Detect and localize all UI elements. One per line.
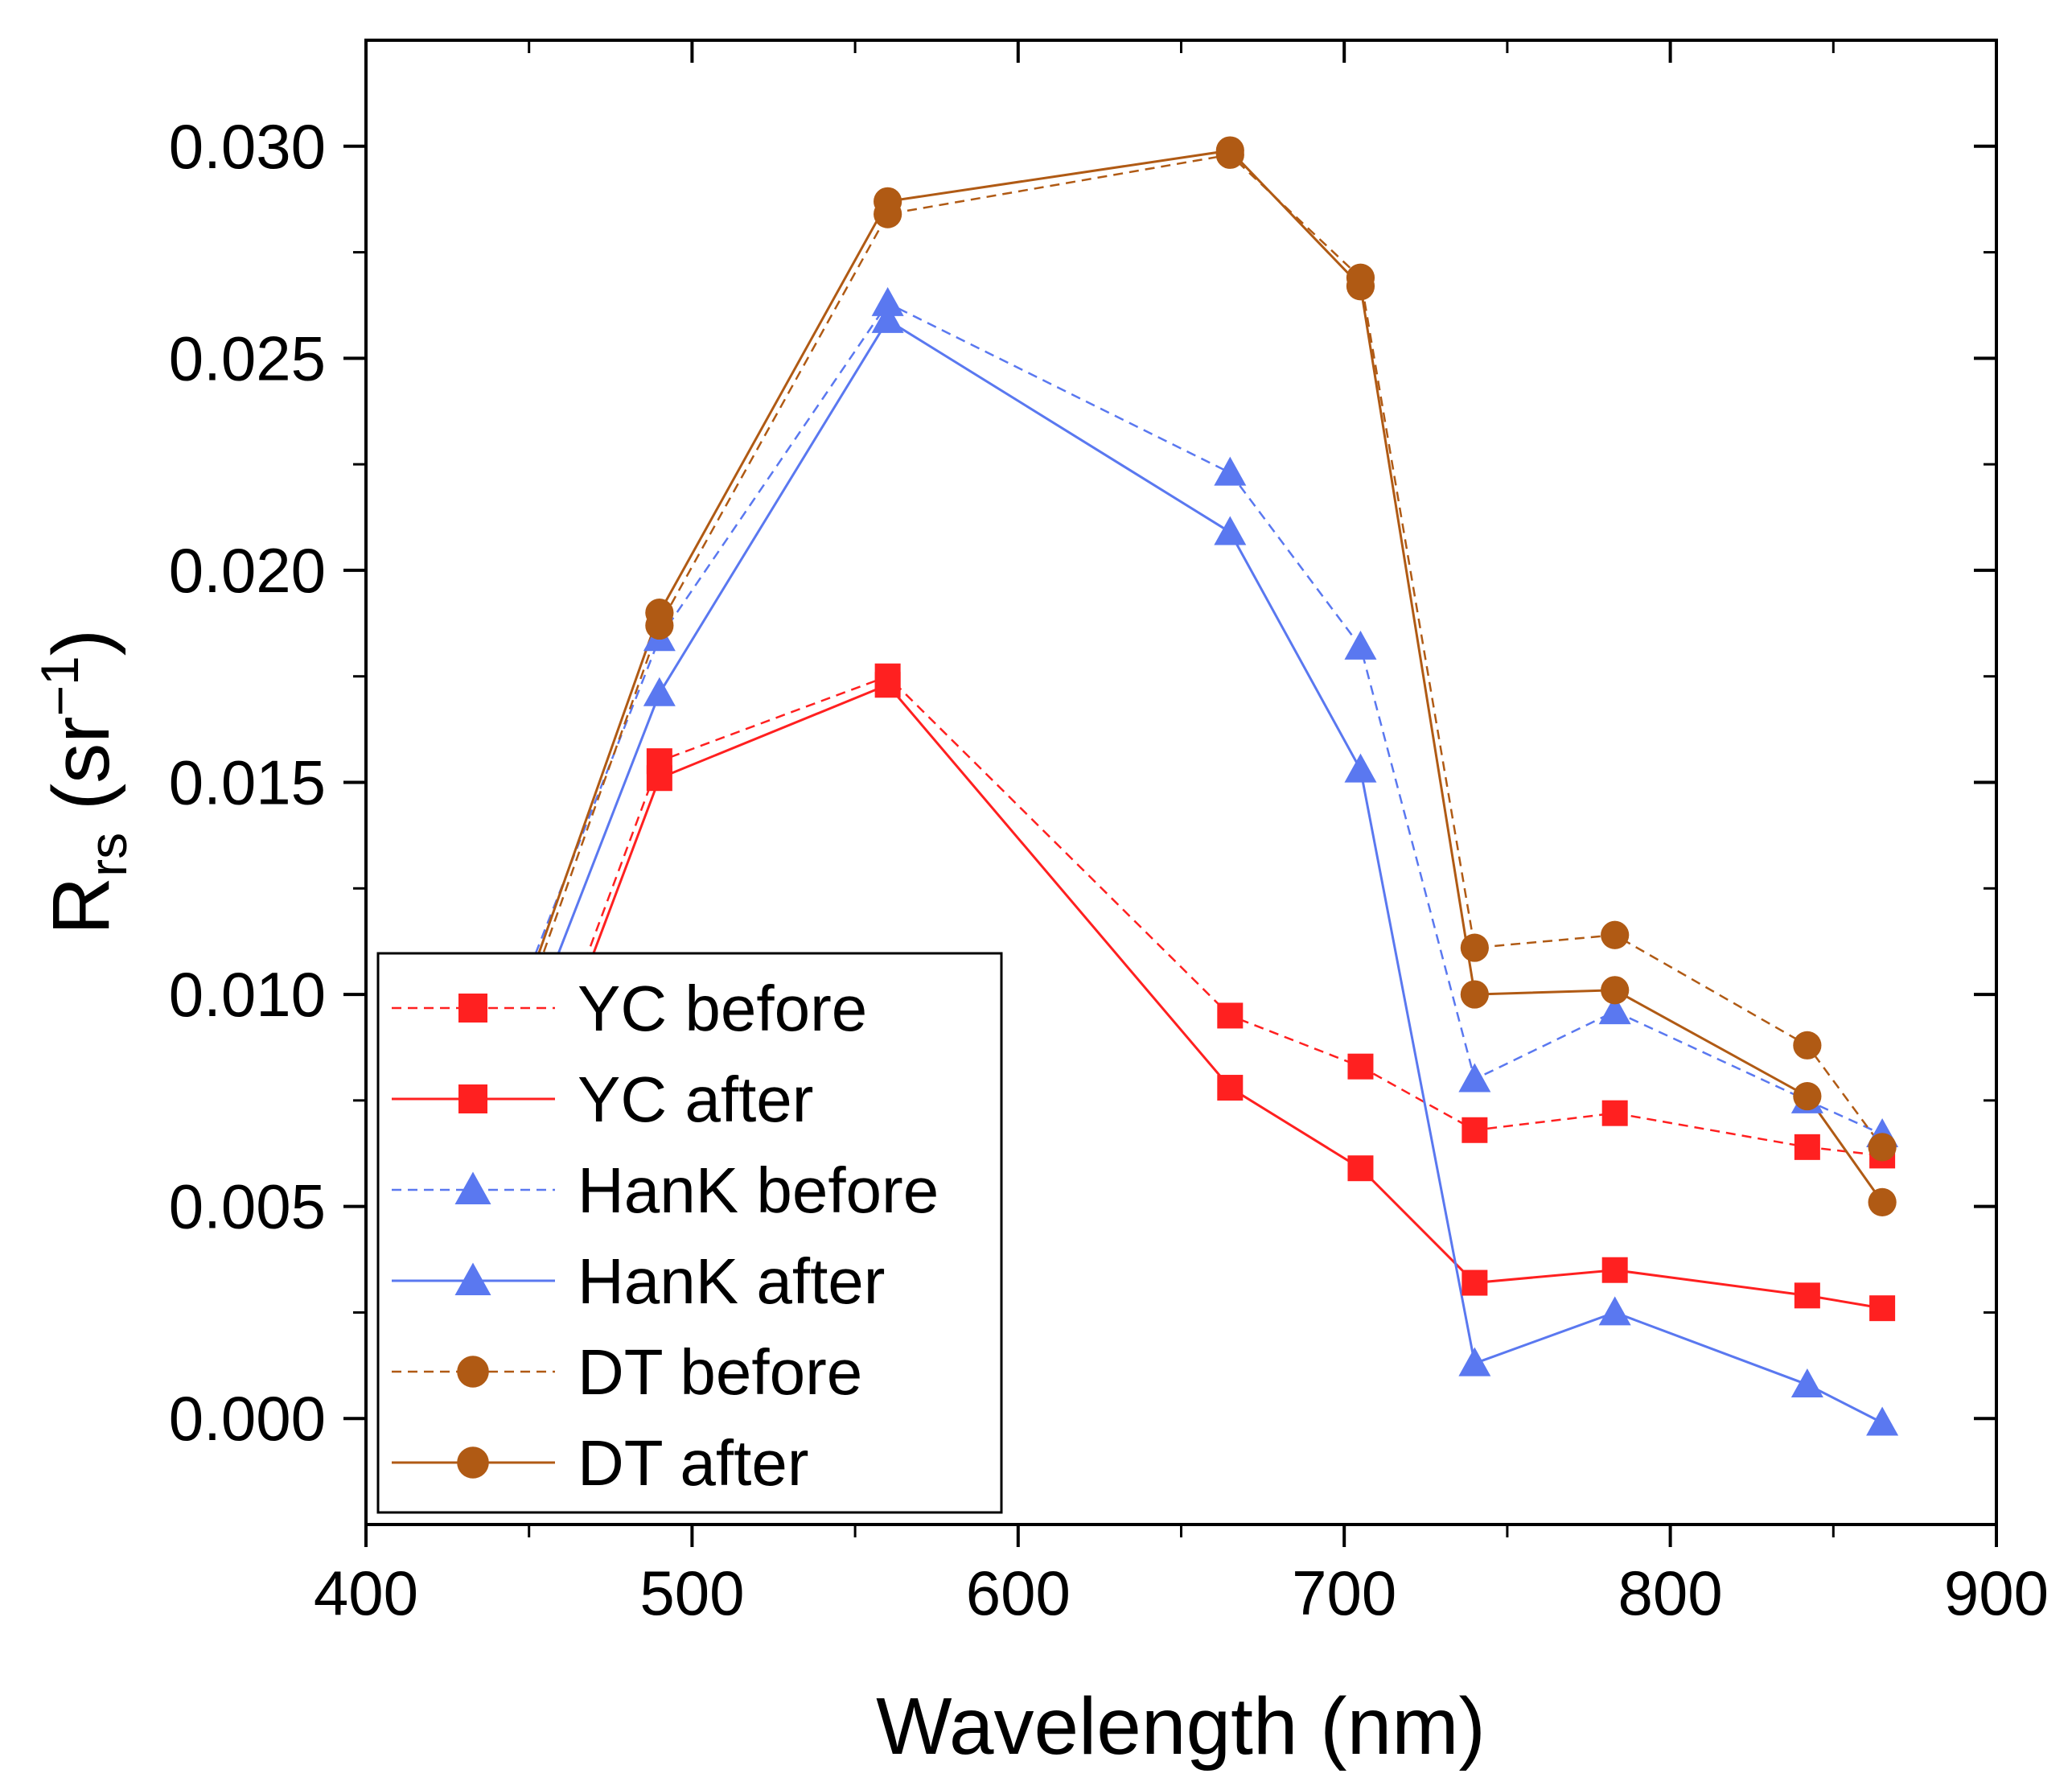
data-point-hank-before bbox=[1598, 995, 1631, 1025]
data-point-hank-after bbox=[1344, 753, 1377, 783]
y-axis-title-unit-open: (sr bbox=[36, 716, 126, 832]
data-point-yc-after bbox=[1794, 1282, 1820, 1309]
data-point-hank-after bbox=[1458, 1347, 1491, 1376]
data-point-dt-before bbox=[1460, 933, 1489, 962]
legend-label-yc-after: YC after bbox=[578, 1064, 813, 1135]
data-point-yc-after bbox=[1347, 1155, 1374, 1182]
x-tick-label: 700 bbox=[1292, 1558, 1396, 1628]
legend-marker-dt-before bbox=[457, 1356, 489, 1388]
data-point-hank-after bbox=[1790, 1368, 1823, 1398]
y-tick-label: 0.005 bbox=[169, 1171, 326, 1242]
data-point-hank-before bbox=[1458, 1063, 1491, 1093]
data-point-dt-before bbox=[1601, 920, 1630, 949]
legend-marker-hank-before bbox=[454, 1171, 491, 1204]
legend-marker-dt-after bbox=[457, 1446, 489, 1479]
data-point-dt-after bbox=[1793, 1081, 1822, 1111]
y-tick-label: 0.015 bbox=[169, 747, 326, 818]
legend-label-dt-after: DT after bbox=[578, 1427, 809, 1499]
data-point-dt-before bbox=[1793, 1031, 1822, 1060]
data-point-hank-after bbox=[871, 303, 904, 333]
x-tick-label: 500 bbox=[639, 1558, 744, 1628]
y-tick-label: 0.000 bbox=[169, 1383, 326, 1454]
y-tick-label: 0.025 bbox=[169, 323, 326, 393]
legend-label-hank-after: HanK after bbox=[578, 1245, 885, 1317]
x-tick-label: 900 bbox=[1944, 1558, 2049, 1628]
x-tick-label: 800 bbox=[1618, 1558, 1723, 1628]
legend-marker-yc-before bbox=[458, 994, 487, 1023]
data-point-yc-after bbox=[646, 765, 672, 792]
data-point-yc-before bbox=[1347, 1053, 1374, 1080]
data-point-dt-after bbox=[874, 187, 902, 216]
legend: YC before YC after HanK before HanK after DT… bbox=[376, 952, 1003, 1514]
data-point-hank-before bbox=[871, 286, 904, 316]
y-axis-title-subscript: rs bbox=[78, 833, 138, 877]
data-point-yc-before bbox=[1462, 1117, 1488, 1143]
legend-marker-hank-after bbox=[454, 1262, 491, 1295]
data-point-hank-after bbox=[1598, 1296, 1631, 1326]
y-axis-title: Rrs (sr−1) bbox=[30, 629, 138, 935]
data-point-dt-after bbox=[1601, 976, 1630, 1005]
legend-label-dt-before: DT before bbox=[578, 1336, 862, 1408]
data-point-yc-before bbox=[1217, 1002, 1244, 1029]
legend-label-hank-before: HanK before bbox=[578, 1154, 939, 1226]
data-point-dt-after bbox=[1868, 1187, 1897, 1216]
x-tick-label: 400 bbox=[314, 1558, 418, 1628]
data-point-hank-after bbox=[643, 677, 676, 706]
data-point-dt-after bbox=[1460, 980, 1489, 1009]
axis-layer: 400 500 600 700 800 900 0.000 0.005 0.010 0.015 0.… bbox=[169, 40, 2049, 1628]
data-point-dt-after bbox=[1346, 272, 1375, 301]
data-point-hank-before bbox=[1214, 456, 1247, 486]
y-tick-label: 0.010 bbox=[169, 959, 326, 1030]
data-point-yc-after bbox=[1601, 1257, 1628, 1283]
data-point-yc-after bbox=[1869, 1295, 1896, 1322]
data-point-hank-after bbox=[1866, 1406, 1899, 1436]
y-axis-title-unit-close: ) bbox=[36, 629, 126, 656]
data-point-dt-before bbox=[1868, 1133, 1897, 1162]
x-tick-label: 600 bbox=[966, 1558, 1071, 1628]
data-point-hank-before bbox=[1344, 630, 1377, 660]
x-axis-title: Wavelength (nm) bbox=[876, 1681, 1486, 1771]
data-point-yc-after bbox=[1217, 1075, 1244, 1101]
y-tick-label: 0.020 bbox=[169, 535, 326, 606]
data-point-yc-after bbox=[1462, 1269, 1488, 1296]
y-axis-title-superscript: −1 bbox=[30, 656, 89, 716]
legend-label-yc-before: YC before bbox=[578, 973, 867, 1044]
data-point-yc-before bbox=[1794, 1134, 1820, 1160]
y-tick-label: 0.030 bbox=[169, 111, 326, 182]
legend-marker-yc-after bbox=[458, 1084, 487, 1113]
data-point-dt-after bbox=[645, 599, 674, 628]
legend-box bbox=[376, 952, 1003, 1514]
y-axis-title-base: R bbox=[36, 877, 126, 935]
data-point-yc-before bbox=[1601, 1100, 1628, 1126]
data-point-yc-after bbox=[874, 672, 901, 698]
data-point-hank-after bbox=[1214, 516, 1247, 545]
data-point-dt-after bbox=[1215, 136, 1244, 165]
